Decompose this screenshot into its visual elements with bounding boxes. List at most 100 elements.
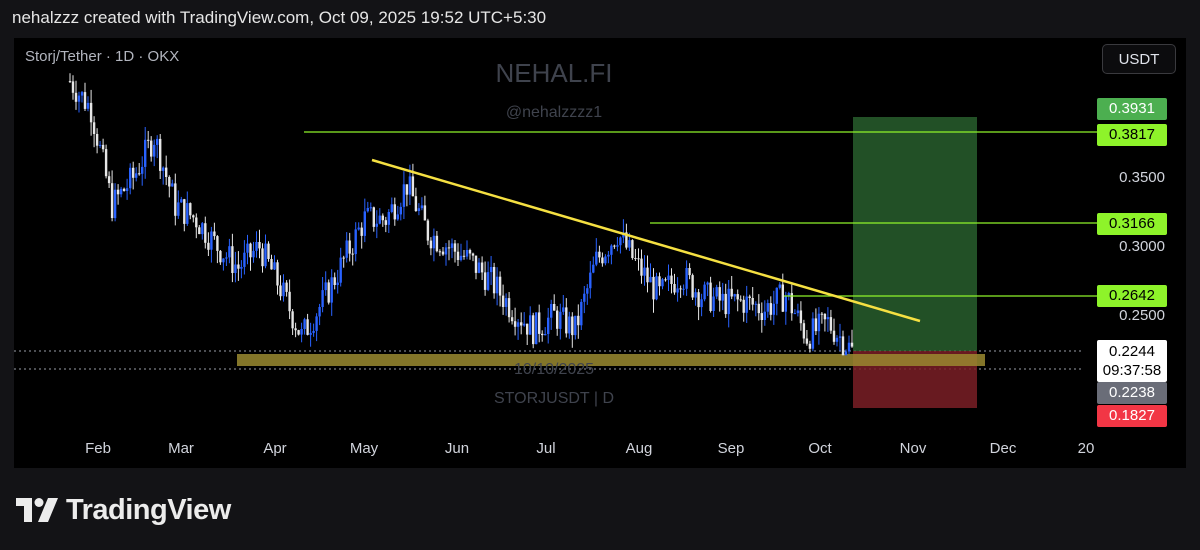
candle-body	[261, 248, 264, 267]
price-chart[interactable]	[14, 38, 1186, 468]
candle-body	[77, 95, 81, 102]
candle-body	[643, 267, 646, 276]
candle-body	[192, 215, 195, 218]
candle-body	[309, 332, 312, 335]
currency-selector[interactable]: USDT	[1102, 44, 1176, 74]
time-tick-aug: Aug	[625, 440, 653, 457]
candle-body	[568, 316, 571, 334]
candle-body	[147, 139, 150, 141]
candle-body	[510, 317, 514, 322]
candle-body	[513, 321, 517, 327]
candle-body	[125, 188, 129, 191]
candle-body	[432, 235, 436, 249]
candle-body	[802, 323, 806, 339]
watermark-handle: @nehalzzzz1	[505, 104, 603, 121]
candle-body	[474, 255, 478, 273]
candle-body	[198, 227, 201, 235]
candle-body	[450, 243, 454, 248]
candle-body	[748, 296, 751, 298]
candle-body	[547, 317, 550, 334]
candle-body	[520, 322, 523, 326]
candle-body	[565, 307, 568, 334]
candle-body	[369, 207, 372, 209]
candle-body	[456, 251, 460, 260]
descending-trendline	[371, 158, 921, 323]
candle-body	[625, 232, 628, 248]
candle-body	[204, 223, 207, 243]
candle-body	[348, 240, 351, 254]
level-label-0-3817: 0.3817	[1097, 124, 1167, 146]
candle-body	[324, 282, 327, 291]
candle-body	[640, 258, 643, 276]
candle-body	[222, 258, 225, 263]
candle-body	[799, 310, 803, 324]
candle-body	[438, 251, 442, 253]
candle-body	[619, 237, 622, 246]
candle-body	[333, 277, 336, 285]
chart-area[interactable]: Storj/Tether · 1D · OKX USDT NEHAL.FI @n…	[14, 38, 1186, 468]
time-tick-jun: Jun	[444, 440, 470, 457]
candle-body	[835, 337, 839, 342]
candle-body	[252, 250, 255, 258]
candle-body	[444, 247, 448, 255]
candle-body	[808, 343, 812, 349]
candle-body	[110, 183, 114, 218]
candle-body	[68, 81, 72, 83]
candle-body	[501, 295, 505, 307]
candle-body	[321, 290, 324, 307]
candle-body	[270, 259, 273, 270]
chart-attribution: nehalzzz created with TradingView.com, O…	[12, 8, 547, 27]
candle-body	[351, 253, 354, 255]
watermark-ticker: STORJUSDT | D	[493, 390, 615, 407]
candle-body	[240, 267, 243, 269]
candle-body	[712, 296, 715, 311]
candle-body	[291, 311, 294, 329]
candle-body	[553, 304, 556, 311]
candle-body	[459, 255, 463, 261]
candle-body	[195, 217, 198, 228]
candle-body	[246, 243, 249, 253]
candle-body	[411, 176, 415, 197]
tradingview-logo-icon	[16, 497, 58, 522]
candle-body	[249, 243, 252, 258]
candle-body	[574, 315, 577, 336]
candle-body	[465, 250, 469, 257]
candle-body	[74, 92, 78, 102]
candle-body	[273, 262, 276, 270]
candle-body	[817, 313, 821, 332]
candle-body	[354, 229, 357, 255]
candle-body	[237, 264, 240, 269]
candle-body	[745, 296, 748, 313]
candle-body	[174, 183, 177, 216]
candle-body	[613, 245, 616, 247]
candle-body	[219, 250, 222, 263]
candle-body	[814, 318, 818, 332]
candle-body	[829, 317, 833, 331]
candle-body	[101, 144, 105, 150]
symbol-label[interactable]: Storj/Tether · 1D · OKX	[25, 48, 180, 65]
candle-body	[661, 279, 664, 287]
candle-body	[318, 307, 321, 317]
candle-body	[234, 264, 237, 273]
candle-body	[189, 203, 192, 216]
candle-body	[408, 176, 412, 195]
candle-body	[129, 167, 132, 189]
candle-body	[652, 276, 655, 300]
candle-body	[86, 102, 90, 109]
candle-body	[598, 251, 601, 258]
candlestick-series	[68, 73, 854, 356]
candle-body	[607, 254, 610, 257]
candle-body	[414, 196, 418, 211]
entry-price-label: 0.2238	[1097, 382, 1167, 404]
candle-body	[754, 303, 757, 305]
candle-body	[80, 92, 84, 96]
candle-body	[760, 313, 763, 320]
candle-body	[727, 288, 730, 315]
bar-countdown: 09:37:58	[1102, 362, 1162, 379]
candle-body	[480, 262, 484, 273]
candle-body	[486, 272, 490, 290]
candle-body	[264, 243, 267, 267]
candle-body	[207, 242, 210, 250]
time-tick-jul: Jul	[536, 440, 556, 457]
candle-body	[733, 294, 736, 297]
